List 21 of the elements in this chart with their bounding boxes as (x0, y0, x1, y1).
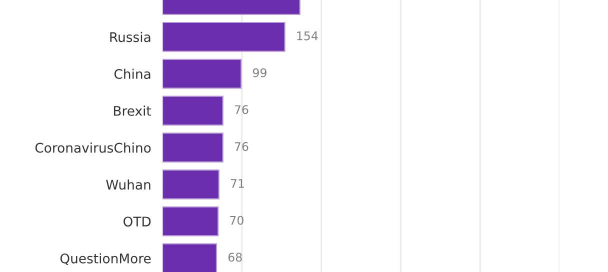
data-label: 68 (228, 252, 242, 262)
bar (162, 170, 220, 200)
data-label: 99 (252, 68, 266, 78)
bar (162, 58, 242, 89)
data-label: 76 (234, 105, 248, 114)
y-tick-label: CoronavirusChino (35, 142, 151, 153)
y-tick-label: Russia (110, 32, 150, 42)
y-tick-label: China (114, 68, 150, 79)
bar (162, 96, 224, 126)
bar (162, 132, 224, 163)
bar (162, 243, 218, 272)
bar (162, 206, 219, 236)
data-label: 154 (297, 32, 318, 40)
data-label: 71 (230, 179, 244, 188)
y-tick-label: Brexit (114, 106, 152, 116)
data-label: 76 (234, 142, 248, 151)
y-tick-label: QuestionMore (60, 253, 151, 265)
data-label: 70 (230, 216, 244, 225)
y-tick-label: OTD (124, 216, 151, 227)
bar (162, 22, 286, 52)
y-tick-label: Wuhan (106, 179, 150, 190)
